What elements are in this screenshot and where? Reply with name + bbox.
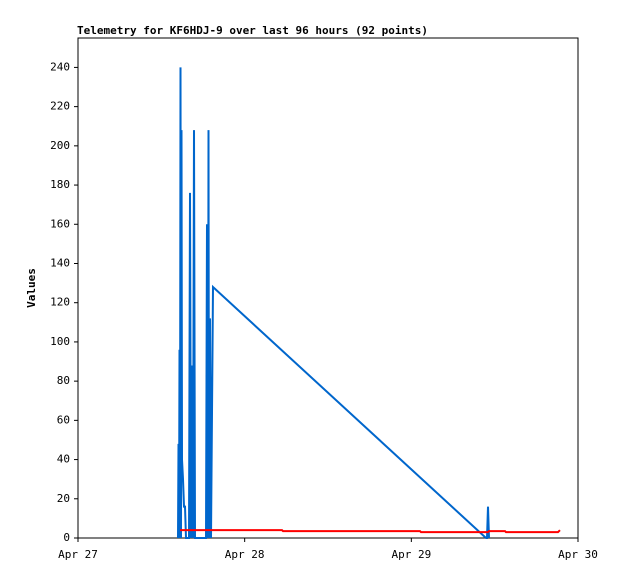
y-tick-label: 220 xyxy=(50,100,70,113)
x-tick-label: Apr 28 xyxy=(225,548,265,561)
x-tick-label: Apr 29 xyxy=(391,548,431,561)
y-tick-label: 200 xyxy=(50,139,70,152)
y-tick-label: 140 xyxy=(50,256,70,269)
y-tick-label: 100 xyxy=(50,335,70,348)
x-tick-label: Apr 30 xyxy=(558,548,598,561)
chart-title: Telemetry for KF6HDJ-9 over last 96 hour… xyxy=(77,24,428,37)
y-axis-label: Values xyxy=(25,268,38,308)
y-tick-label: 80 xyxy=(57,374,70,387)
x-tick-label: Apr 27 xyxy=(58,548,98,561)
plot-frame xyxy=(77,37,579,539)
series-line xyxy=(177,67,490,539)
y-tick-label: 240 xyxy=(50,60,70,73)
y-tick-label: 60 xyxy=(57,413,70,426)
series-line xyxy=(180,529,561,534)
y-tick-label: 0 xyxy=(63,531,70,544)
y-tick-label: 40 xyxy=(57,453,70,466)
y-tick-label: 120 xyxy=(50,296,70,309)
y-tick-label: 180 xyxy=(50,178,70,191)
y-tick-label: 160 xyxy=(50,217,70,230)
y-tick-label: 20 xyxy=(57,492,70,505)
